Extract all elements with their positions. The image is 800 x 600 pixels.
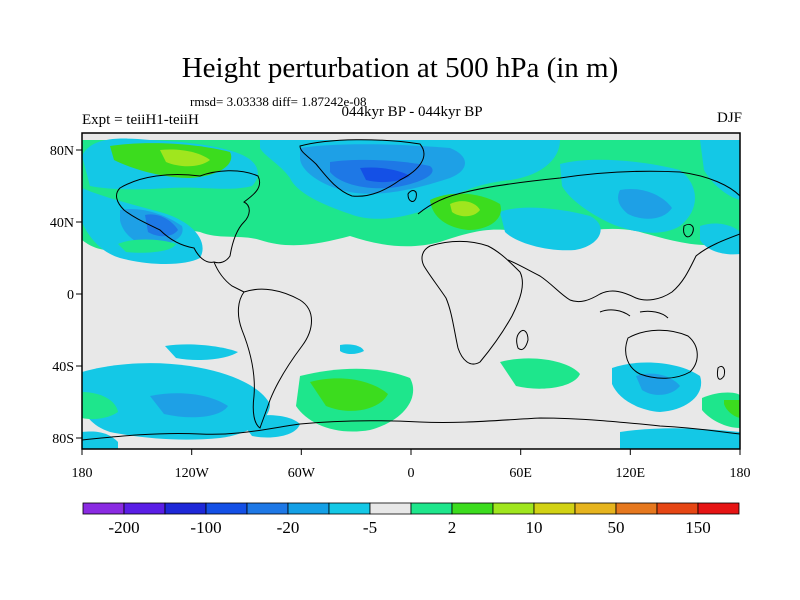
lon-tick-labels: 180 120W 60W 0 60E 120E 180: [72, 466, 751, 481]
coastline-greenland: [299, 139, 425, 197]
colorbar-box: [164, 502, 207, 515]
lat-tick-labels: 80N 40N 0 40S 80S: [50, 144, 74, 447]
coastline-north-america: [116, 170, 260, 264]
colorbar-box: [697, 502, 740, 515]
lon-tick-label: 180: [72, 466, 93, 481]
colorbar-box: [246, 502, 289, 515]
colorbar-box: [451, 502, 494, 515]
contour-australia-blue-inner: [636, 373, 680, 395]
contour-antarctic-blue: [620, 428, 740, 449]
colorbar-boxes: [82, 502, 740, 515]
lat-tick-label: 80S: [52, 432, 74, 447]
contour-indian-green: [500, 358, 580, 389]
contour-se-green-core: [724, 400, 740, 418]
colorbar-box: [369, 502, 412, 515]
coastline-antarctica: [82, 417, 740, 441]
coastline-africa: [421, 241, 523, 365]
lat-tick-label: 80N: [50, 144, 74, 159]
lon-tick-label: 180: [730, 466, 751, 481]
coastline-australia: [625, 329, 698, 379]
contour-antarctic-blue-west: [82, 431, 118, 449]
season-label: DJF: [716, 110, 742, 126]
colorbar-box: [615, 502, 658, 515]
coastline-madagascar: [516, 329, 529, 351]
contour-pacific-green-blob: [118, 239, 176, 253]
colorbar-box: [574, 502, 617, 515]
contour-south-atlantic-green-core: [310, 378, 388, 411]
period-label: 044kyr BP - 044kyr BP: [341, 104, 483, 120]
rmsd-diff-stats: rmsd= 3.03338 diff= 1.87242e-08: [190, 94, 367, 109]
coastline-japan: [683, 223, 694, 238]
coastlines: [82, 139, 740, 441]
colorbar-box: [123, 502, 166, 515]
coastline-indonesia: [599, 309, 669, 319]
colorbar-label: 2: [447, 518, 457, 537]
lon-tick-label: 60W: [288, 466, 316, 481]
contour-south-pacific-blue-inner: [150, 393, 228, 418]
contour-west-asia-blue: [500, 207, 601, 251]
colorbar-label: 50: [607, 518, 625, 537]
colorbar-label: -200: [108, 518, 140, 537]
lat-tick-label: 0: [67, 288, 74, 303]
contour-fill-layer: [82, 138, 740, 449]
colorbar-box: [287, 502, 330, 515]
contour-canada-yellow: [160, 149, 210, 167]
figure-title: Height perturbation at 500 hPa (in m): [181, 52, 619, 84]
contour-north-america-blue-center: [145, 214, 178, 237]
lon-tick-label: 60E: [509, 466, 532, 481]
contour-northeast-asia-blue: [700, 140, 740, 200]
lon-tick-label: 120E: [616, 466, 646, 481]
colorbar-label: 150: [685, 518, 711, 537]
contour-asia-blue-inner: [618, 188, 672, 219]
coastline-eurasia: [417, 170, 740, 303]
contour-greenland-blue-center: [360, 167, 410, 183]
lon-tick-label: 120W: [175, 466, 210, 481]
coastline-uk: [407, 190, 417, 202]
colorbar-box: [205, 502, 248, 515]
contour-small-blue-sa: [340, 344, 364, 354]
colorbar-box: [492, 502, 535, 515]
colorbar-box: [656, 502, 699, 515]
colorbar-label: -100: [190, 518, 222, 537]
colorbar-label: -5: [362, 518, 378, 537]
experiment-label: Expt = teiiH1-teiiH: [82, 112, 199, 128]
contour-se-pacific-blue: [165, 344, 238, 360]
coastline-central-america: [213, 261, 245, 293]
colorbar-box: [533, 502, 576, 515]
colorbar-label: 10: [525, 518, 543, 537]
colorbar-label: -20: [276, 518, 300, 537]
coastline-new-zealand: [717, 365, 725, 380]
colorbar-box: [82, 502, 125, 515]
lat-tick-label: 40N: [50, 216, 74, 231]
contour-europe-yellow: [450, 201, 480, 217]
colorbar-box: [410, 502, 453, 515]
coastline-south-america: [237, 288, 312, 429]
colorbar-box: [328, 502, 371, 515]
axis-tick-marks: [76, 149, 741, 455]
contour-south-pacific-green: [82, 392, 118, 420]
lat-tick-label: 40S: [52, 360, 74, 375]
lon-tick-label: 0: [408, 466, 415, 481]
